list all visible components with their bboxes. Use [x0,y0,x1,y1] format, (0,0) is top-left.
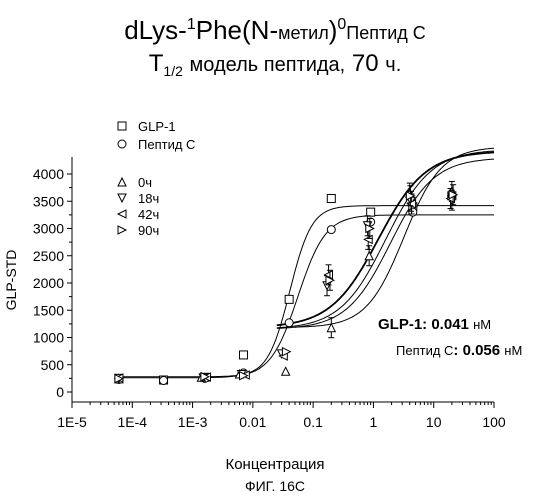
data-point-пептид-c [285,319,293,327]
legend-marker [118,226,126,234]
data-point-glp-1 [240,351,248,359]
data-point-пептид-c [160,377,168,385]
x-tick-label: 1E-4 [117,414,147,430]
data-point-0ч [282,367,290,375]
y-tick-label: 2500 [33,248,64,264]
legend-label: 90ч [138,223,159,238]
y-tick-label: 3500 [33,193,64,209]
fit-curve-90h [295,148,494,327]
x-tick-label: 100 [482,414,506,430]
y-tick-label: 0 [56,384,64,400]
peptide-c-ec50-value: : 0.056 [453,342,500,359]
legend-label: 0ч [138,175,152,190]
glp1-ec50-unit: нМ [473,317,491,332]
legend-marker [118,210,126,218]
data-point-glp-1 [285,295,293,303]
legend-label: GLP-1 [138,119,176,134]
fit-curve-42h [277,159,494,328]
legend-label: 18ч [138,191,159,206]
data-point-glp-1 [367,208,375,216]
x-tick-label: 1E-5 [57,414,87,430]
y-tick-label: 1000 [33,330,64,346]
data-point-glp-1 [327,195,335,203]
y-tick-label: 2000 [33,275,64,291]
glp1-ec50-annotation: GLP-1: 0.041 нМ [378,316,491,333]
y-tick-label: 4000 [33,166,64,182]
glp1-ec50-label: GLP-1: [378,316,427,333]
y-tick-label: 3000 [33,221,64,237]
y-axis-label: GLP-STD [3,250,19,311]
legend-marker [118,140,126,148]
data-point-0ч [365,252,373,260]
fit-curve-18h [277,151,494,328]
peptide-c-ec50-annotation: Пептид C: 0.056 нМ [396,342,522,359]
x-tick-label: 10 [426,414,442,430]
fit-curve-0h [277,153,494,326]
y-tick-label: 1500 [33,302,64,318]
x-tick-label: 0.1 [303,414,323,430]
data-point-пептид-c [409,208,417,216]
glp1-ec50-value: 0.041 [431,316,469,333]
legend-marker [118,178,126,186]
figure-caption: ФИГ. 16C [0,478,550,494]
legend-marker [118,194,126,202]
y-tick-label: 500 [41,357,65,373]
legend-label: Пептид C [138,137,195,152]
peptide-c-ec50-label: Пептид C [396,343,453,358]
x-tick-label: 1E-3 [178,414,208,430]
x-axis-label: Концентрация [0,456,550,473]
legend-marker [118,122,126,130]
x-tick-label: 0.01 [239,414,266,430]
data-point-пептид-c [327,226,335,234]
legend-label: 42ч [138,207,159,222]
peptide-c-ec50-unit: нМ [504,343,522,358]
x-tick-label: 1 [370,414,378,430]
